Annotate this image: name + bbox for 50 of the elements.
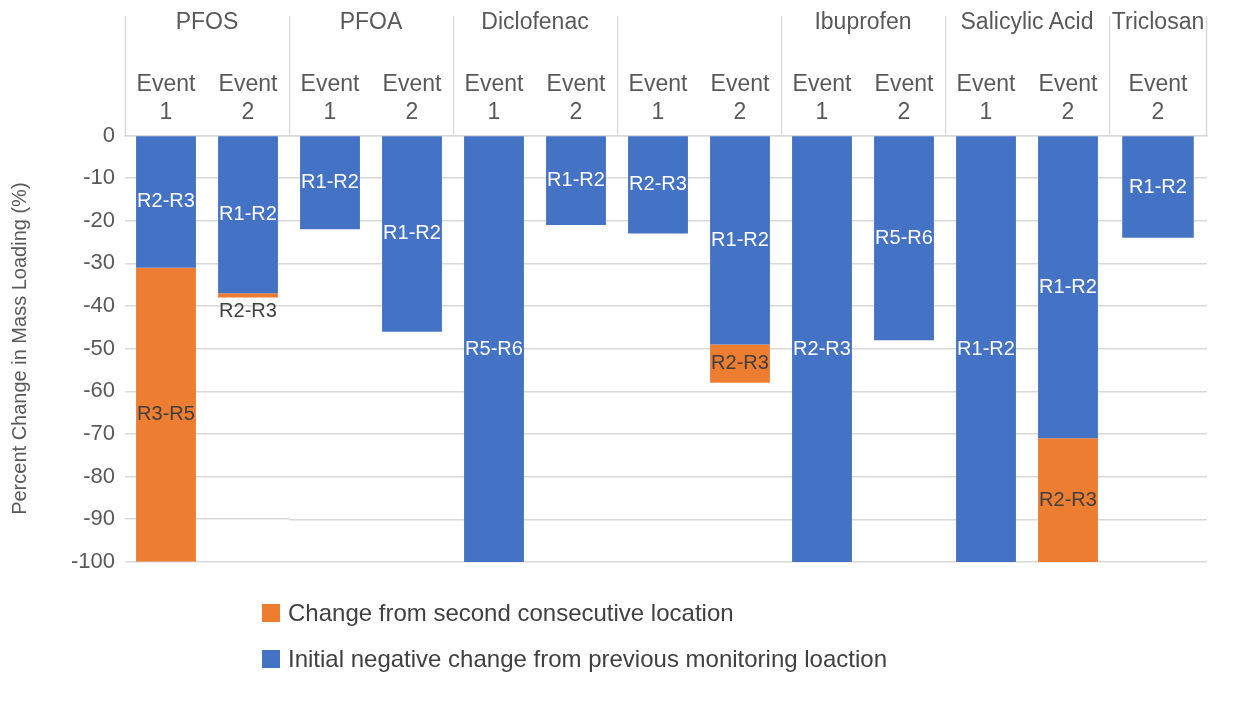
data-label: R5-R6 [465, 336, 523, 359]
y-tick-label: -30 [83, 249, 115, 275]
data-label: R5-R6 [875, 225, 933, 248]
chart-title: Ibuprofen [814, 8, 912, 35]
x-tick-label: Event 1 [136, 69, 197, 125]
x-tick-label: Event 1 [628, 69, 689, 125]
x-tick-label: Event 2 [1038, 69, 1099, 125]
chart-title: Salicylic Acid [960, 8, 1094, 35]
data-label: R2-R3 [793, 336, 851, 359]
data-label: R2-R3 [137, 189, 195, 212]
x-tick-label: Event 2 [382, 69, 443, 125]
x-tick-label: Event 2 [218, 69, 279, 125]
data-label: R2-R3 [219, 299, 277, 322]
x-tick-label: Event 2 [710, 69, 771, 125]
x-tick-label: Event 1 [464, 69, 525, 125]
data-label: R1-R2 [219, 202, 277, 225]
data-label: R1-R2 [383, 221, 441, 244]
y-axis-title: Percent Change in Mass Loading (%) [7, 182, 30, 515]
data-label: R1-R2 [957, 336, 1015, 359]
y-tick-label: -20 [83, 206, 115, 232]
data-label: R1-R2 [301, 170, 359, 193]
x-tick-label: Event 1 [300, 69, 361, 125]
y-tick-label: -80 [83, 462, 115, 488]
data-label: R3-R5 [137, 402, 195, 425]
y-tick-label: -40 [83, 292, 115, 318]
chart-title: PFOS [175, 8, 239, 35]
x-tick-label: Event 1 [792, 69, 853, 125]
chart-title: Triclosan [1111, 8, 1205, 35]
y-tick-label: -50 [83, 334, 115, 360]
y-tick-label: -10 [83, 164, 115, 190]
y-tick-label: -100 [70, 547, 115, 573]
y-tick-label: -60 [83, 377, 115, 403]
x-tick-label: Event 2 [1128, 69, 1189, 125]
data-label: R1-R2 [1039, 274, 1097, 297]
data-label: R2-R3 [711, 351, 769, 374]
legend-label: Initial negative change from previous monitoring loaction [288, 645, 888, 673]
data-label: R1-R2 [711, 227, 769, 250]
chart-title: PFOA [339, 8, 403, 35]
x-tick-label: Event 1 [956, 69, 1017, 125]
y-tick-label: 0 [102, 121, 115, 147]
data-label: R2-R3 [629, 172, 687, 195]
x-tick-label: Event 2 [874, 69, 935, 125]
chart-title: Diclofenac [481, 8, 589, 35]
data-label: R1-R2 [1129, 174, 1187, 197]
x-tick-label: Event 2 [546, 69, 607, 125]
legend-label: Change from second consecutive location [288, 599, 734, 627]
data-label: R2-R3 [1039, 487, 1097, 510]
y-tick-label: -90 [83, 505, 115, 531]
y-tick-label: -70 [83, 419, 115, 445]
data-label: R1-R2 [547, 168, 605, 191]
